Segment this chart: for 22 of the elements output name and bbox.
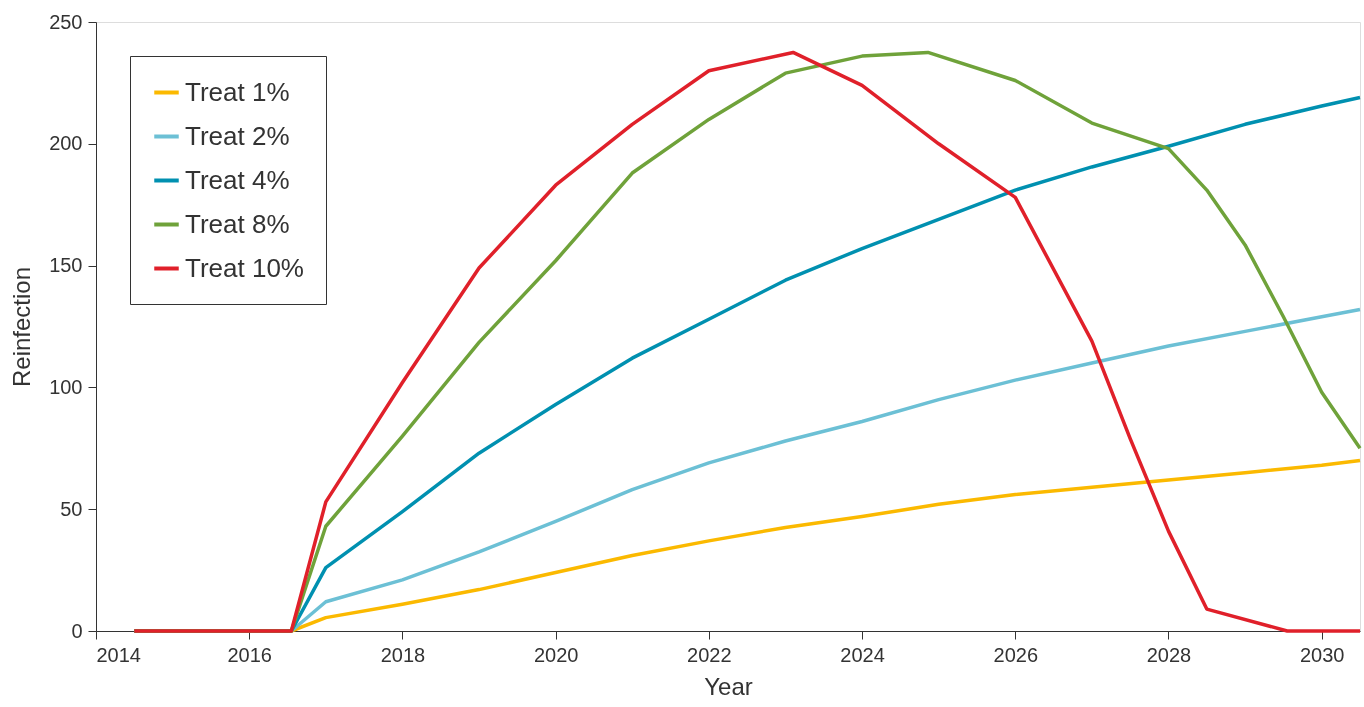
y-tick-label: 250 [49,10,83,33]
legend-label: Treat 2% [185,120,290,151]
x-tick-label: 2020 [533,643,579,666]
legend-label: Treat 4% [185,164,290,195]
y-tick-label: 0 [71,619,83,642]
y-axis-title: Reinfection [8,266,36,388]
x-tick-label: 2024 [840,643,885,666]
x-tick-label: 2028 [1146,643,1192,666]
x-tick-label: 2016 [227,643,272,666]
legend-label: Treat 1% [185,76,290,107]
y-tick-label: 150 [49,254,83,277]
x-tick-label: 2014 [96,643,141,666]
legend-label: Treat 10% [185,252,304,283]
x-tick-label: 2018 [380,643,426,666]
y-tick-label: 50 [60,497,83,520]
x-axis-title: Year [704,672,753,700]
x-tick-label: 2022 [687,643,732,666]
x-tick-label: 2030 [1299,643,1345,666]
legend-label: Treat 8% [185,208,290,239]
y-tick-label: 100 [49,375,83,398]
x-tick-label: 2026 [993,643,1039,666]
y-tick-label: 200 [49,132,83,155]
